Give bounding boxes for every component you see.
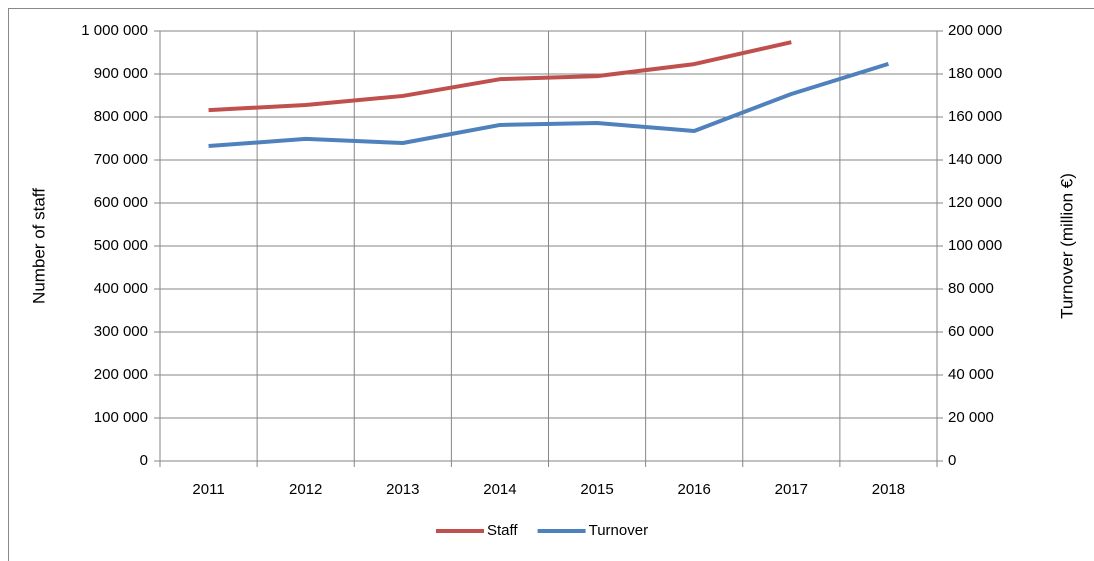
x-tick-label: 2012: [289, 481, 322, 498]
y2-tick-label: 100 000: [948, 237, 1002, 254]
y-tick-label: 700 000: [94, 151, 148, 168]
x-tick-label: 2018: [872, 481, 905, 498]
y-tick-label: 900 000: [94, 65, 148, 82]
x-tick-label: 2014: [483, 481, 516, 498]
y-tick-label: 500 000: [94, 237, 148, 254]
y-tick-label: 200 000: [94, 366, 148, 383]
y2-tick-label: 160 000: [948, 108, 1002, 125]
y-tick-label: 300 000: [94, 323, 148, 340]
x-tick-label: 2016: [678, 481, 711, 498]
line-series: [208, 40, 792, 113]
y2-tick-label: 60 000: [948, 323, 994, 340]
y2-tick-label: 200 000: [948, 22, 1002, 39]
y2-axis-title: Turnover (million €): [1057, 173, 1076, 319]
x-tick-label: 2017: [775, 481, 808, 498]
y-tick-label: 600 000: [94, 194, 148, 211]
x-tick-label: 2013: [386, 481, 419, 498]
y2-tick-label: 80 000: [948, 280, 994, 297]
y-tick-label: 800 000: [94, 108, 148, 125]
legend-label: Turnover: [589, 522, 648, 539]
y2-tick-label: 0: [948, 452, 956, 469]
legend-label: Staff: [487, 522, 518, 539]
y-axis-title: Number of staff: [29, 188, 48, 304]
y-tick-label: 400 000: [94, 280, 148, 297]
x-tick-label: 2015: [580, 481, 613, 498]
y2-tick-label: 40 000: [948, 366, 994, 383]
y2-tick-label: 120 000: [948, 194, 1002, 211]
y2-tick-label: 140 000: [948, 151, 1002, 168]
line-series: [208, 61, 890, 149]
chart-border: [8, 8, 1094, 561]
x-tick-label: 2011: [192, 481, 224, 498]
y2-tick-label: 180 000: [948, 65, 1002, 82]
y-tick-label: 1 000 000: [81, 22, 148, 39]
y-tick-label: 100 000: [94, 409, 148, 426]
y2-tick-label: 20 000: [948, 409, 994, 426]
y-tick-label: 0: [140, 452, 148, 469]
